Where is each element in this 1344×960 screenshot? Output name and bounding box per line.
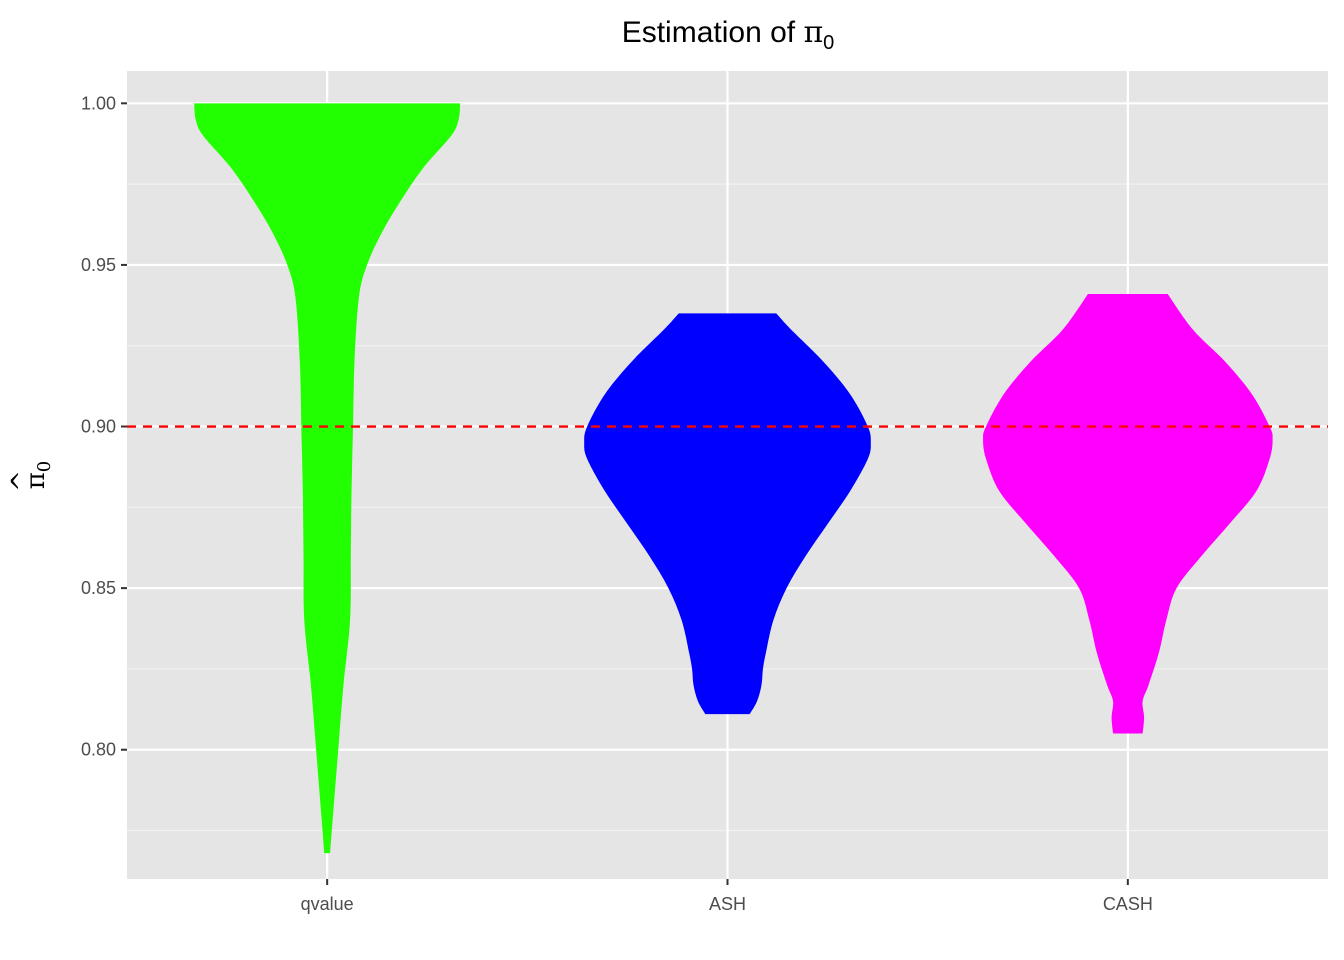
- x-tick-label: CASH: [1103, 894, 1153, 914]
- y-axis-title: π0 ^: [7, 461, 55, 492]
- y-axis: 0.80 0.85 0.90 0.95 1.00: [81, 93, 127, 760]
- svg-text:^: ^: [7, 470, 37, 492]
- y-tick-label: 0.80: [81, 740, 116, 760]
- x-axis: qvalue ASH CASH: [301, 879, 1153, 914]
- violin-cash: [983, 294, 1273, 734]
- svg-text:π0: π0: [21, 461, 55, 490]
- chart-title: Estimation of π0: [622, 15, 835, 54]
- x-tick-label: qvalue: [301, 894, 354, 914]
- violins: [194, 103, 1273, 854]
- y-tick-label: 0.85: [81, 578, 116, 598]
- x-tick-label: ASH: [709, 894, 746, 914]
- y-tick-label: 0.90: [81, 417, 116, 437]
- y-tick-label: 0.95: [81, 255, 116, 275]
- violin-qvalue: [194, 103, 461, 854]
- y-tick-label: 1.00: [81, 93, 116, 113]
- violin-ash: [584, 313, 871, 715]
